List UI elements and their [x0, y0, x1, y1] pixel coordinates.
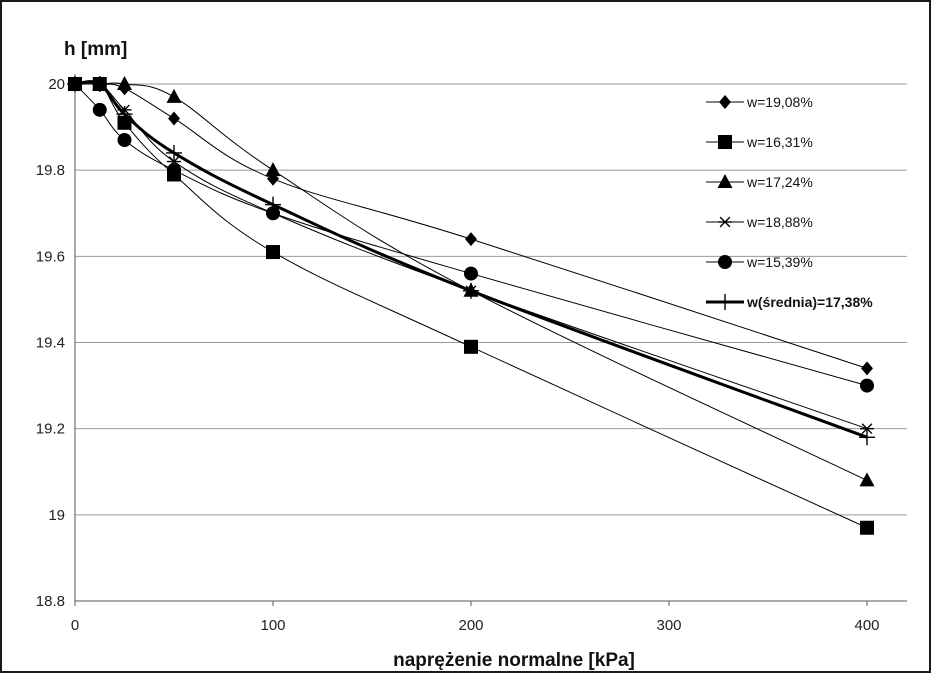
data-point — [67, 76, 83, 92]
data-point — [91, 76, 108, 92]
series-6 — [74, 80, 868, 439]
data-point — [859, 429, 875, 446]
data-point — [861, 361, 873, 376]
data-point — [860, 378, 874, 393]
axes — [74, 74, 907, 606]
data-point — [464, 266, 478, 281]
series-5 — [74, 83, 868, 387]
series-group — [67, 76, 875, 535]
data-point — [117, 115, 132, 130]
legend-marker — [717, 294, 733, 310]
y-tick-label: 18.8 — [36, 593, 65, 610]
legend-item: w(średnia)=17,38% — [706, 294, 873, 310]
data-point — [265, 162, 281, 177]
x-tick-label: 0 — [71, 617, 79, 634]
legend-marker — [718, 135, 732, 149]
y-tick-label: 19.6 — [36, 248, 65, 265]
x-tick-label: 400 — [854, 617, 879, 634]
series-line — [75, 82, 868, 481]
series-line — [74, 80, 868, 439]
legend-label: w=19,08% — [746, 94, 813, 110]
legend-marker — [719, 95, 731, 109]
legend-item: w=19,08% — [706, 94, 813, 110]
data-point — [117, 76, 132, 90]
data-point — [167, 163, 181, 178]
legend-item: w=17,24% — [706, 174, 813, 190]
legend-label: w=18,88% — [746, 214, 813, 230]
legend-label: w=15,39% — [746, 254, 813, 270]
data-point — [266, 206, 280, 221]
data-point — [465, 232, 477, 247]
data-point — [117, 133, 132, 148]
legend-marker — [718, 255, 732, 269]
legend-label: w=17,24% — [746, 174, 813, 190]
grid-lines — [75, 83, 907, 516]
legend-marker — [717, 174, 733, 188]
x-axis-title: naprężenie normalne [kPa] — [393, 650, 635, 671]
data-point — [116, 106, 133, 123]
data-point — [463, 282, 479, 299]
y-tick-label: 19.8 — [36, 162, 65, 179]
y-tick-label: 19.2 — [36, 421, 65, 438]
legend-item: w=16,31% — [706, 134, 813, 150]
data-point — [266, 245, 280, 260]
data-point — [166, 144, 182, 161]
legend-label: w(średnia)=17,38% — [746, 294, 873, 310]
data-point — [166, 88, 182, 103]
data-point — [860, 520, 874, 535]
data-point — [92, 102, 107, 117]
data-point — [265, 196, 281, 213]
legend-marker — [718, 216, 732, 228]
legend-item: w=15,39% — [706, 254, 813, 270]
y-tick-label: 20 — [48, 76, 65, 93]
legend-item: w=18,88% — [706, 214, 813, 230]
x-tick-label: 300 — [656, 617, 681, 634]
data-point — [464, 339, 478, 354]
x-tick-label: 200 — [458, 617, 483, 634]
series-3 — [75, 82, 868, 481]
data-point — [859, 472, 875, 487]
y-tick-label: 19 — [48, 507, 65, 524]
series-line — [74, 83, 868, 387]
y-tick-label: 19.4 — [36, 335, 65, 352]
legend-label: w=16,31% — [746, 134, 813, 150]
data-point — [168, 111, 180, 126]
series-6-markers — [67, 76, 875, 446]
legend: w=19,08% w=16,31% w=17,24% w=18,88% w=15,39%… — [706, 94, 873, 310]
x-tick-label: 100 — [260, 617, 285, 634]
series-5-markers — [68, 77, 874, 393]
data-point — [860, 423, 874, 435]
y-axis-title: h [mm] — [64, 39, 127, 60]
